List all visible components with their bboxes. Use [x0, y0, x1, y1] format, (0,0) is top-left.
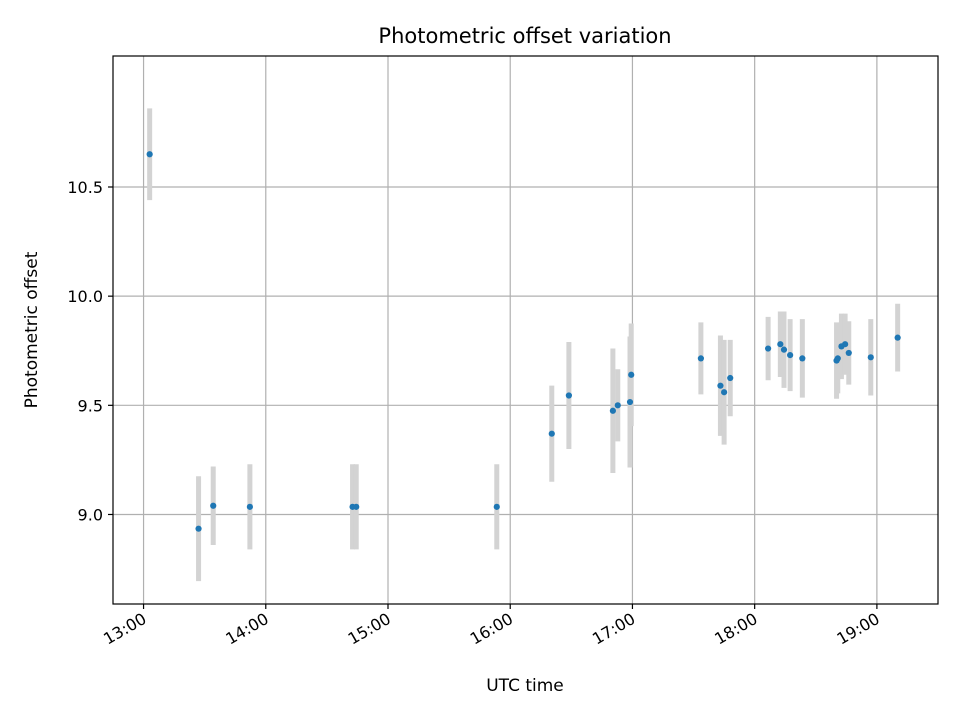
data-point	[353, 503, 360, 510]
data-point	[834, 355, 841, 362]
data-point	[697, 355, 704, 362]
y-tick-label: 10.0	[67, 287, 103, 306]
data-point	[894, 334, 901, 341]
tick-layer: 13:00 14:00 15:00 16:00 17:00 18:00 19:00 9.0 9.…	[67, 178, 883, 649]
data-point	[780, 346, 788, 353]
x-axis-label: UTC time	[486, 676, 564, 696]
data-point	[626, 398, 634, 406]
y-axis-label: Photometric offset	[22, 251, 42, 408]
y-tick-label: 9.5	[78, 396, 103, 415]
data-point	[799, 355, 806, 362]
x-tick-label: 14:00	[222, 609, 271, 649]
data-point	[210, 502, 217, 509]
data-point	[609, 407, 616, 414]
x-tick-label: 15:00	[345, 609, 394, 649]
chart-title: Photometric offset variation	[378, 24, 671, 48]
data-point	[493, 503, 500, 510]
y-tick-label: 9.0	[78, 505, 103, 524]
data-point	[721, 389, 728, 396]
data-point	[614, 402, 621, 409]
data-point	[845, 349, 852, 357]
plot-frame	[112, 55, 939, 605]
data-point	[146, 151, 153, 158]
data-point	[765, 345, 772, 352]
data-point	[628, 371, 635, 378]
x-tick-label: 17:00	[589, 609, 638, 649]
data-point	[867, 354, 874, 361]
data-point	[727, 374, 734, 382]
data-point	[787, 352, 794, 359]
data-point	[548, 430, 555, 437]
data-point	[565, 392, 572, 399]
y-tick-label: 10.5	[67, 178, 103, 197]
grid-layer	[113, 56, 938, 604]
data-point	[246, 503, 253, 510]
data-point	[842, 341, 849, 348]
data-point	[777, 341, 784, 348]
errorbar-layer	[147, 108, 901, 582]
point-layer	[146, 151, 901, 532]
x-tick-label: 13:00	[100, 609, 149, 649]
x-tick-label: 19:00	[833, 609, 882, 649]
data-point	[717, 382, 724, 389]
x-tick-label: 18:00	[711, 609, 760, 649]
x-tick-label: 16:00	[467, 609, 516, 649]
data-point	[195, 525, 202, 532]
